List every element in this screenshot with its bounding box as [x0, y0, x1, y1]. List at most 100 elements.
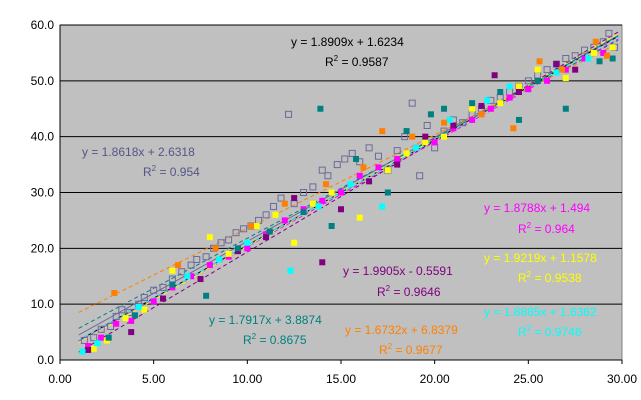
r-squared-label: R2 = 0.8675 — [243, 332, 307, 347]
data-point — [225, 250, 232, 257]
data-point — [150, 298, 157, 305]
data-point — [131, 312, 138, 319]
data-point — [544, 77, 551, 84]
data-point — [203, 292, 210, 299]
data-point — [366, 178, 373, 185]
data-point — [90, 334, 98, 342]
data-point — [323, 181, 330, 188]
data-point — [197, 276, 204, 283]
data-point — [506, 83, 513, 90]
data-point — [478, 111, 485, 118]
y-tick-label: 0.0 — [37, 353, 54, 367]
data-point — [317, 105, 324, 112]
r-squared-label: R2 = 0.9646 — [377, 284, 441, 299]
y-tick-label: 40.0 — [31, 130, 55, 144]
data-point — [536, 58, 543, 65]
data-point — [408, 99, 416, 107]
data-point — [248, 223, 255, 229]
data-point — [423, 122, 431, 129]
data-point — [338, 189, 344, 196]
data-point — [112, 312, 120, 320]
data-point — [604, 52, 611, 59]
data-point — [277, 194, 285, 202]
data-point — [150, 286, 158, 294]
data-point — [225, 236, 233, 244]
data-point — [98, 334, 105, 341]
data-point — [140, 293, 148, 301]
data-point — [244, 239, 251, 246]
data-point — [135, 303, 142, 310]
data-point — [497, 100, 504, 107]
data-point — [590, 49, 597, 56]
data-point — [571, 52, 579, 60]
data-point — [187, 261, 195, 269]
data-point — [562, 105, 569, 112]
data-point — [272, 211, 279, 218]
data-point — [543, 66, 551, 74]
data-point — [285, 110, 293, 118]
data-point — [281, 200, 288, 207]
data-point — [212, 245, 219, 252]
data-point — [515, 89, 522, 95]
data-point — [553, 61, 560, 68]
data-point — [111, 290, 118, 296]
data-point — [585, 55, 592, 62]
data-point — [441, 133, 448, 140]
data-point — [409, 133, 416, 140]
data-point — [559, 66, 566, 73]
data-point — [562, 55, 570, 62]
data-point — [403, 128, 410, 135]
data-point — [128, 329, 135, 336]
r-squared-label: R2 = 0.9538 — [518, 270, 582, 285]
data-point — [592, 38, 599, 45]
data-point — [600, 49, 607, 56]
data-point — [412, 144, 419, 151]
data-point — [487, 105, 494, 112]
data-point — [484, 97, 491, 104]
x-tick-label: 10.00 — [232, 372, 262, 386]
data-point — [324, 172, 332, 180]
y-tick-label: 30.0 — [31, 186, 55, 200]
data-point — [309, 183, 317, 191]
data-point — [178, 268, 186, 276]
data-point — [193, 256, 201, 263]
data-point — [379, 203, 386, 210]
y-tick-label: 10.0 — [31, 297, 55, 311]
data-point — [534, 77, 541, 84]
data-point — [262, 211, 270, 219]
data-point — [403, 150, 410, 157]
trendline-equation: y = 1.8788x + 1.494 — [484, 201, 590, 215]
data-point — [416, 172, 424, 180]
y-tick-labels: 0.0 10.0 20.0 30.0 40.0 50.0 60.0 — [31, 18, 55, 367]
trendline — [78, 42, 619, 313]
data-point — [599, 38, 607, 46]
data-point — [534, 66, 541, 73]
data-point — [427, 111, 434, 118]
data-point — [510, 125, 517, 132]
x-tick-label: 30.00 — [607, 372, 637, 386]
data-point — [365, 144, 373, 152]
data-point — [128, 317, 135, 324]
x-tick-label: 15.00 — [326, 372, 356, 386]
data-point — [562, 75, 569, 82]
y-tick-label: 50.0 — [31, 74, 55, 88]
data-point — [497, 89, 504, 95]
trendline-equation: y = 1.7917x + 3.8874 — [209, 313, 322, 327]
data-point — [79, 348, 86, 355]
data-point — [384, 189, 391, 196]
data-point — [446, 116, 453, 123]
y-tick-label: 60.0 — [31, 18, 55, 32]
data-point — [572, 66, 579, 73]
trendline — [78, 38, 619, 342]
data-point — [105, 334, 112, 341]
data-point — [394, 161, 401, 168]
data-point — [360, 164, 367, 171]
data-point — [384, 167, 391, 174]
data-point — [393, 147, 401, 155]
trendline-equation: y = 1.6732x + 6.8379 — [345, 323, 458, 337]
data-point — [469, 105, 476, 112]
trendline-equation: y = 1.9219x + 1.1578 — [484, 251, 597, 265]
data-point — [581, 46, 589, 54]
data-point — [300, 209, 307, 216]
